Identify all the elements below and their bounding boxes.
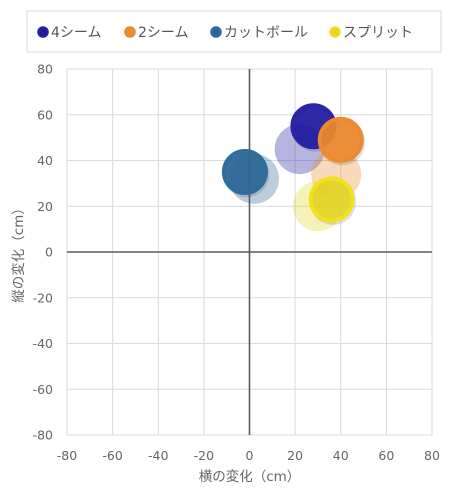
y-tick-label-8: 80 (37, 62, 53, 77)
y-tick-label-0: -80 (33, 428, 53, 443)
y-tick-label-6: 40 (37, 153, 53, 168)
x-tick-label-6: 40 (333, 448, 349, 463)
x-tick-labels: -80 -60 -40 -20 0 20 40 60 80 (57, 448, 440, 463)
legend-box: 4シーム 2シーム カットボール スプリット (26, 10, 442, 53)
y-tick-label-4: 0 (45, 245, 53, 260)
y-tick-label-2: -40 (33, 336, 53, 351)
x-axis-title: 横の変化（cm） (199, 468, 301, 485)
point-3-1 (308, 176, 355, 223)
y-tick-label-1: -60 (33, 382, 53, 397)
x-tick-label-5: 20 (287, 448, 303, 463)
y-tick-label-3: -20 (33, 290, 53, 305)
legend-label-3: スプリット (343, 25, 413, 41)
y-tick-label-5: 20 (37, 199, 53, 214)
axis-layer (67, 69, 432, 435)
y-tick-labels: -80 -60 -40 -20 0 20 40 60 80 (33, 62, 53, 443)
x-tick-label-4: 0 (246, 448, 254, 463)
point-1-1 (317, 116, 364, 163)
legend-marker-3 (329, 26, 341, 38)
legend-label-2: カットボール (224, 25, 308, 41)
y-axis-title: 縦の変化（cm） (10, 201, 27, 303)
legend-label-0: 4シーム (51, 25, 102, 41)
x-tick-label-1: -60 (102, 448, 122, 463)
x-tick-label-3: -20 (194, 448, 214, 463)
legend-frame (26, 10, 442, 53)
points-layer (221, 103, 366, 232)
x-tick-label-8: 80 (424, 448, 440, 463)
legend-marker-1 (124, 26, 136, 38)
x-tick-label-7: 60 (378, 448, 394, 463)
legend-marker-2 (210, 26, 222, 38)
x-tick-label-0: -80 (57, 448, 77, 463)
y-tick-label-7: 60 (37, 107, 53, 122)
legend-label-1: 2シーム (138, 25, 189, 41)
point-2-1 (221, 148, 268, 195)
legend-marker-0 (37, 26, 49, 38)
x-tick-label-2: -40 (148, 448, 168, 463)
